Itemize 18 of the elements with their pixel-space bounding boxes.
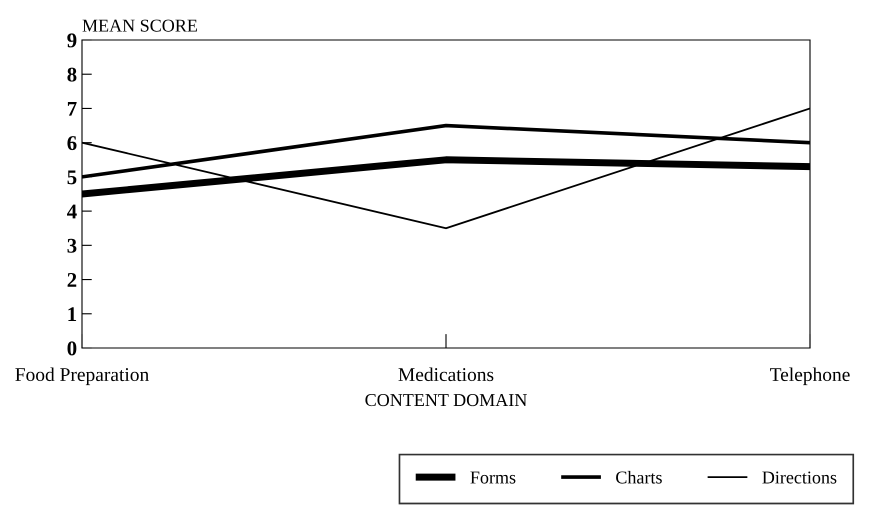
y-tick-label: 0 [68,341,76,356]
legend-label: Charts [616,470,662,484]
legend-label: Directions [762,471,836,484]
y-tick-label: 3 [68,238,76,253]
legend-label: Forms [470,472,516,484]
y-tick-label: 9 [67,33,76,48]
y-axis-title: MEAN SCORE [82,20,197,32]
y-tick-label: 8 [67,68,76,82]
y-tick-label: 4 [67,204,77,218]
x-tick-label: Medications [398,367,494,382]
y-tick-label: 1 [68,307,76,322]
x-tick-label: Food Preparation [15,367,149,386]
y-tick-label: 7 [68,102,77,116]
y-tick-label: 2 [68,272,76,287]
y-tick-label: 6 [67,136,77,150]
x-axis-title: CONTENT DOMAIN [365,394,527,406]
x-tick-label: Telephone [770,367,850,386]
y-tick-label: 5 [68,170,76,184]
